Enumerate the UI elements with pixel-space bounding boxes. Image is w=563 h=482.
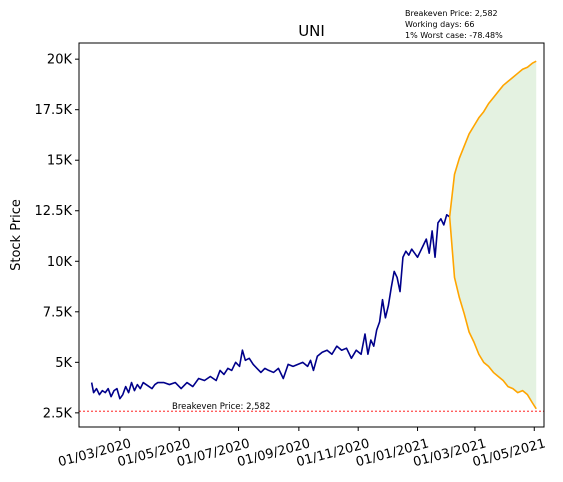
x-axis: 01/03/202001/05/202001/07/202001/09/2020… <box>57 427 547 470</box>
y-tick-label: 7.5K <box>43 305 73 320</box>
forecast-lower-line <box>448 216 537 410</box>
info-line: 1% Worst case: -78.48% <box>405 31 503 40</box>
y-tick-label: 17.5K <box>35 103 73 118</box>
info-box: Breakeven Price: 2,582 Working days: 66 1%… <box>405 9 503 40</box>
breakeven-annotation: Breakeven Price: 2,582 <box>172 402 270 412</box>
y-tick-label: 20K <box>47 53 73 68</box>
info-line: Working days: 66 <box>405 20 474 29</box>
y-axis: 2.5K 5K 7.5K 10K 12.5K 15K 17.5K 20K <box>35 53 79 421</box>
y-tick-label: 5K <box>55 356 72 371</box>
lines-layer <box>90 60 537 410</box>
forecast-band <box>449 61 537 409</box>
breakeven-layer: Breakeven Price: 2,582 <box>79 402 544 412</box>
y-tick-label: 15K <box>47 154 73 169</box>
y-axis-label: Stock Price <box>9 199 24 271</box>
chart-title: UNI <box>298 22 325 40</box>
y-tick-label: 12.5K <box>35 204 73 219</box>
y-tick-label: 10K <box>47 255 73 270</box>
forecast-upper-line <box>448 60 537 217</box>
info-line: Breakeven Price: 2,582 <box>405 9 498 18</box>
forecast-fill-layer <box>449 61 537 409</box>
y-tick-label: 2.5K <box>43 406 73 421</box>
history-line <box>90 213 451 400</box>
plot-frame <box>78 42 545 428</box>
